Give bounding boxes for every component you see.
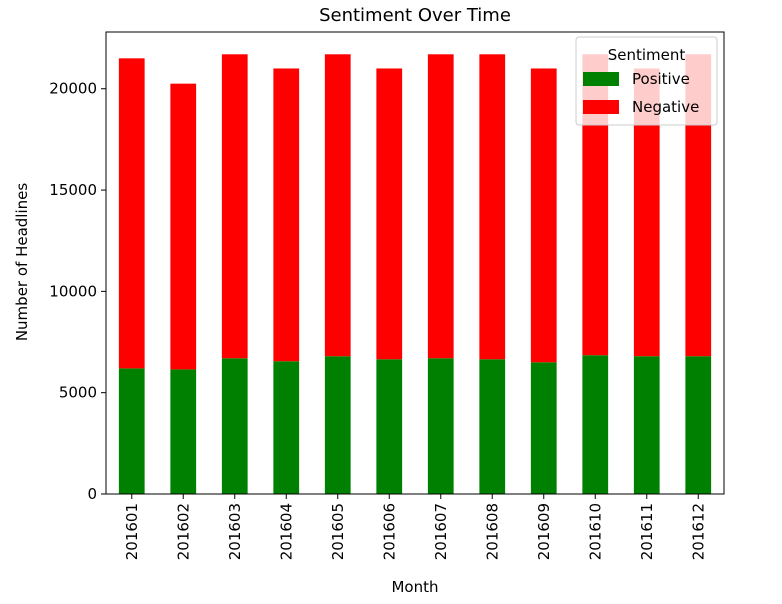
bar-negative-201606 bbox=[376, 68, 403, 360]
bar-positive-201601 bbox=[118, 368, 145, 494]
bar-positive-201605 bbox=[324, 356, 351, 494]
bar-negative-201604 bbox=[273, 68, 300, 362]
y-tick-label-10000: 10000 bbox=[49, 282, 97, 300]
bar-positive-201602 bbox=[170, 369, 197, 494]
legend-label-negative: Negative bbox=[632, 98, 699, 116]
bar-negative-201601 bbox=[118, 58, 145, 369]
bar-positive-201607 bbox=[427, 358, 454, 494]
legend-label-positive: Positive bbox=[632, 70, 690, 88]
y-tick-label-15000: 15000 bbox=[49, 181, 97, 199]
bar-negative-201608 bbox=[479, 54, 506, 360]
plot-frame bbox=[105, 31, 725, 495]
bar-positive-201606 bbox=[376, 359, 403, 494]
legend-swatch-negative bbox=[583, 100, 619, 114]
y-tick-label-0: 0 bbox=[87, 485, 97, 503]
x-tick-label-201607: 201607 bbox=[432, 503, 450, 560]
axes-layer: 0 5000 10000 15000 20000 201601 201602 201603 20… bbox=[49, 31, 725, 560]
x-tick-label-201611: 201611 bbox=[638, 503, 656, 560]
y-tick-label-5000: 5000 bbox=[59, 384, 97, 402]
bar-positive-201612 bbox=[685, 356, 712, 494]
series-positive bbox=[118, 355, 712, 494]
bar-negative-201607 bbox=[427, 54, 454, 359]
y-axis-label: Number of Headlines bbox=[13, 183, 31, 342]
x-tick-label-201603: 201603 bbox=[226, 503, 244, 560]
x-tick-label-201610: 201610 bbox=[586, 503, 604, 560]
x-tick-label-201606: 201606 bbox=[380, 503, 398, 560]
legend: Sentiment Positive Negative bbox=[575, 36, 718, 126]
bar-positive-201610 bbox=[582, 355, 609, 494]
x-tick-label-201601: 201601 bbox=[123, 503, 141, 560]
legend-title: Sentiment bbox=[608, 46, 686, 64]
bar-negative-201603 bbox=[221, 54, 248, 359]
bar-negative-201605 bbox=[324, 54, 351, 357]
x-tick-label-201602: 201602 bbox=[174, 503, 192, 560]
x-tick-label-201604: 201604 bbox=[277, 503, 295, 560]
chart-title: Sentiment Over Time bbox=[319, 5, 511, 26]
x-tick-label-201612: 201612 bbox=[689, 503, 707, 560]
x-axis-label: Month bbox=[391, 578, 438, 596]
bar-positive-201609 bbox=[530, 362, 557, 494]
bar-negative-201602 bbox=[170, 83, 197, 370]
bar-positive-201608 bbox=[479, 359, 506, 494]
y-tick-label-20000: 20000 bbox=[49, 80, 97, 98]
bar-negative-201609 bbox=[530, 68, 557, 363]
bar-positive-201603 bbox=[221, 358, 248, 494]
x-tick-label-201605: 201605 bbox=[329, 503, 347, 560]
legend-swatch-positive bbox=[583, 72, 619, 86]
bar-positive-201604 bbox=[273, 361, 300, 494]
bar-positive-201611 bbox=[633, 356, 660, 494]
bars-layer bbox=[118, 54, 712, 494]
x-tick-label-201609: 201609 bbox=[535, 503, 553, 560]
x-tick-label-201608: 201608 bbox=[483, 503, 501, 560]
